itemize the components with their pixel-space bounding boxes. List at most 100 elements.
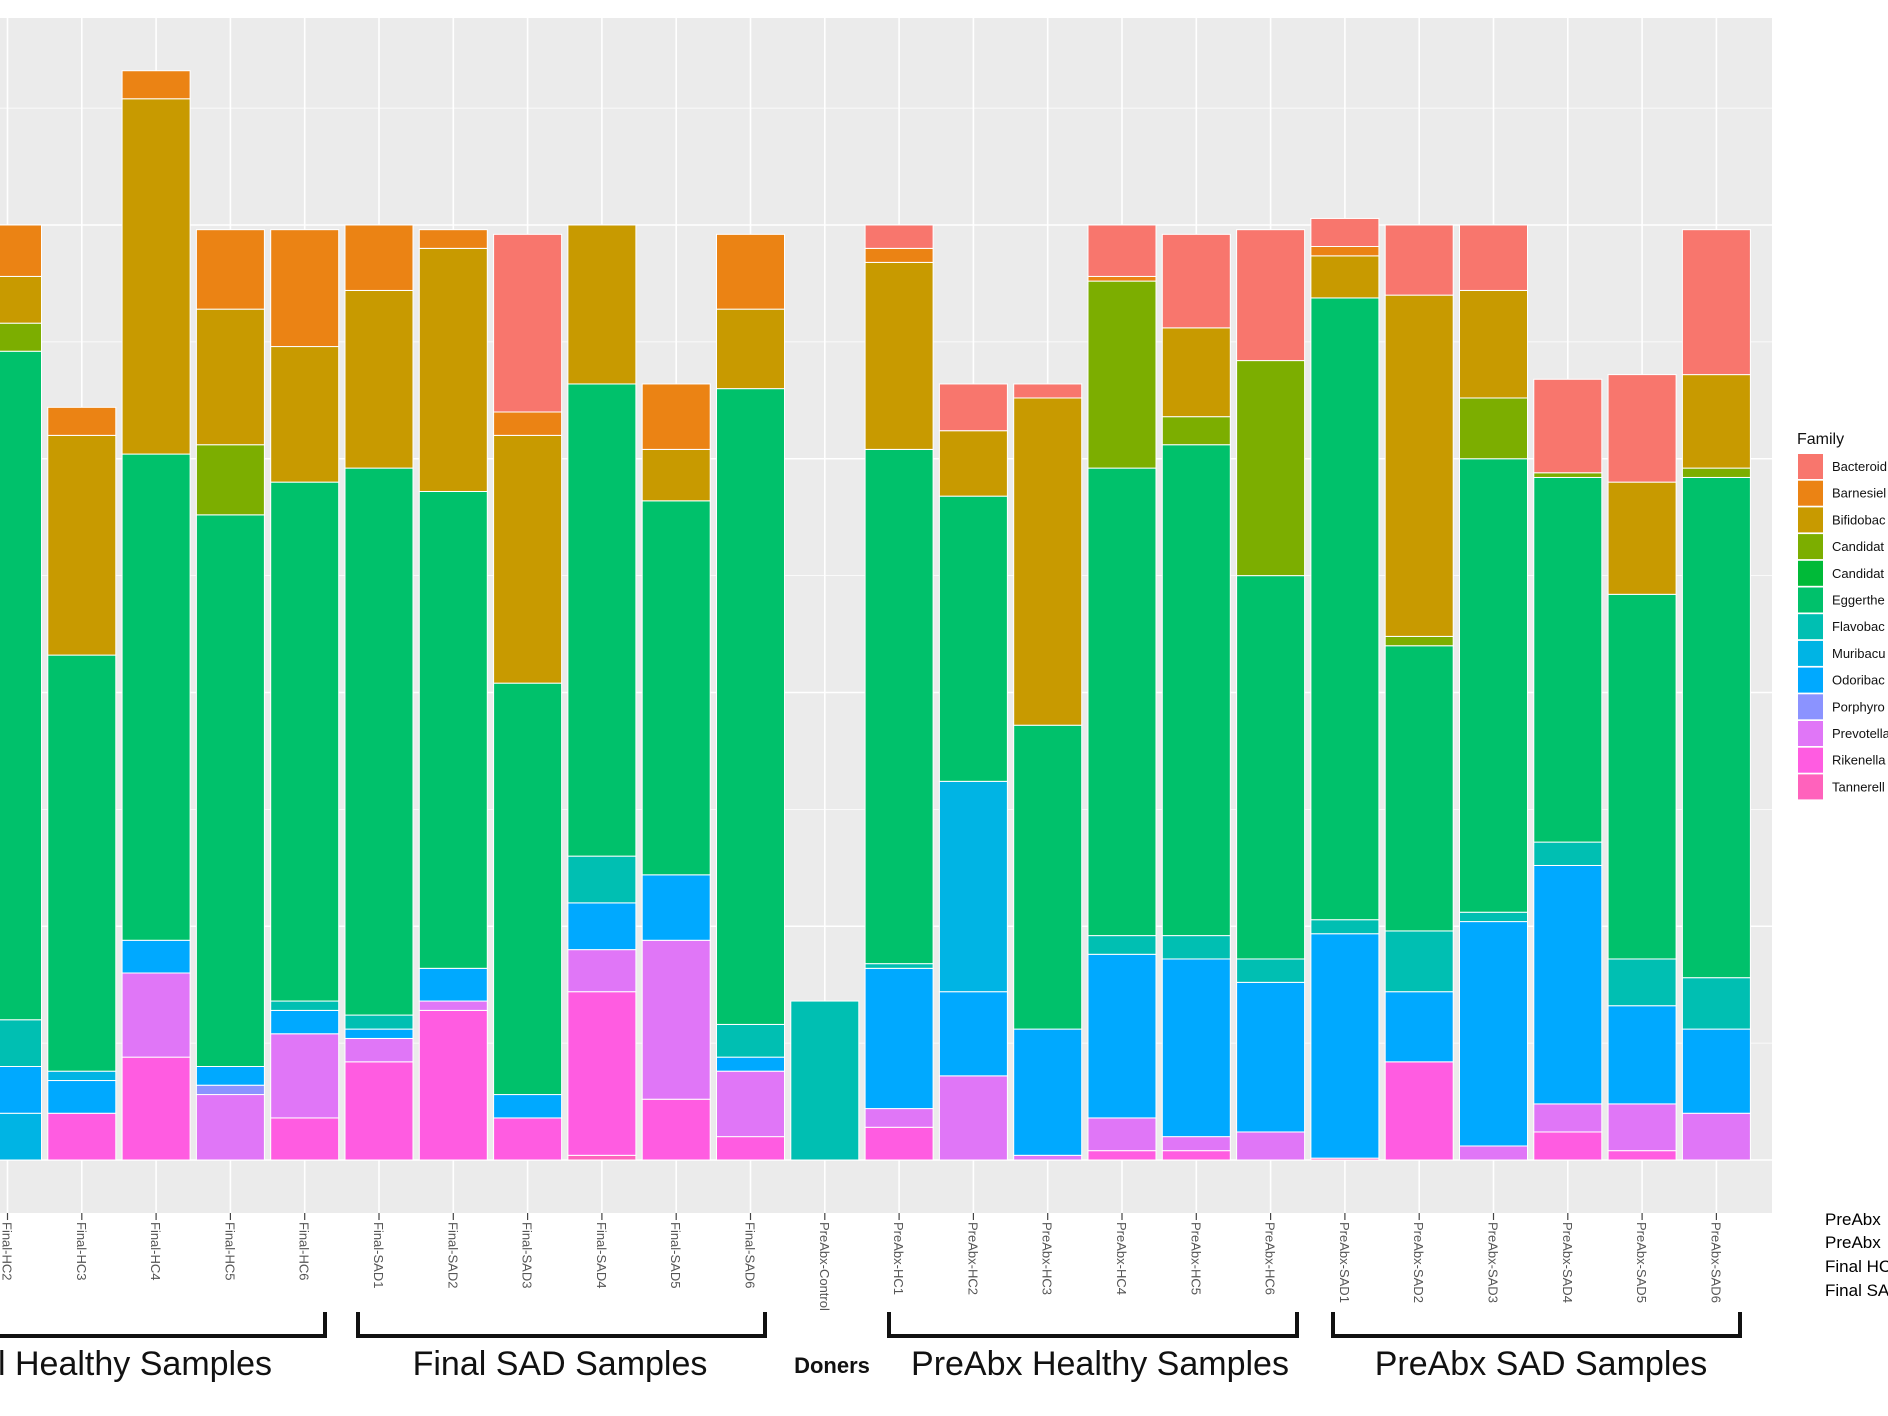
bar-segment — [493, 434, 563, 684]
bar-segment — [716, 308, 785, 390]
legend-swatch — [1798, 480, 1823, 506]
x-tick-label: Final-SAD5 — [668, 1222, 683, 1288]
bar-segment — [1459, 397, 1528, 460]
bar-segment — [270, 1117, 340, 1161]
x-tick-label: Final-SAD1 — [371, 1222, 386, 1288]
bar-segment — [938, 991, 1008, 1077]
side-note: Final HC — [1825, 1257, 1888, 1276]
legend-label: Flavobac — [1832, 619, 1885, 634]
bar-segment — [121, 98, 191, 455]
bar-segment — [1681, 476, 1751, 979]
bar-segment — [716, 388, 785, 1025]
bar-segment — [641, 874, 711, 941]
bar-segment — [641, 500, 711, 876]
bar-segment — [567, 1154, 637, 1161]
bar-segment — [864, 247, 934, 263]
bar-segment — [1607, 958, 1677, 1007]
bar-segment — [1384, 1061, 1454, 1161]
bar-segment — [0, 1066, 42, 1114]
bar-segment — [1533, 841, 1603, 866]
bar-segment — [938, 383, 1008, 432]
side-note: Final SA — [1825, 1281, 1888, 1300]
bar-segment — [1087, 1150, 1157, 1161]
group-label: Final SAD Samples — [413, 1345, 708, 1383]
bar-segment — [1384, 294, 1454, 637]
bar-segment — [344, 224, 414, 291]
legend-swatch — [1798, 774, 1823, 800]
legend-swatch — [1798, 454, 1823, 479]
bar-segment — [270, 229, 340, 348]
bar-segment — [1384, 224, 1454, 296]
bar-segment — [270, 481, 340, 1002]
bar-segment — [641, 448, 711, 502]
bar-segment — [195, 514, 265, 1067]
legend-swatch — [1798, 614, 1823, 640]
bar-segment — [567, 902, 637, 951]
bar-segment — [1681, 229, 1751, 376]
legend: Family Bacteroid Barnesiel Bifidobac Candid… — [1797, 431, 1888, 800]
bar-segment — [195, 444, 265, 516]
legend-label: Muribacu — [1832, 646, 1885, 661]
group-label: PreAbx Healthy Samples — [911, 1345, 1289, 1383]
bar-segment — [418, 1009, 488, 1161]
bar-segment — [567, 383, 637, 857]
bar-segment — [0, 350, 42, 1021]
bar-segment — [0, 224, 42, 277]
group-bracket — [0, 1312, 327, 1338]
bar-segment — [270, 1000, 340, 1011]
x-tick-label: PreAbx-HC2 — [965, 1222, 980, 1295]
x-tick-label: Final-SAD6 — [743, 1222, 758, 1288]
bar-segment — [1384, 645, 1454, 932]
bar-segment — [1459, 224, 1528, 291]
bar-segment — [1236, 575, 1306, 960]
x-tick-label: Final-SAD2 — [445, 1222, 460, 1288]
legend-title: Family — [1797, 431, 1844, 448]
bar-segment — [121, 939, 191, 974]
legend-items: Bacteroid Barnesiel Bifidobac Candidat Candi… — [1798, 454, 1888, 800]
bar-segment — [1681, 977, 1751, 1030]
bar-segment — [1384, 635, 1454, 647]
x-tick-label: PreAbx-SAD5 — [1634, 1222, 1649, 1303]
bar-segment — [1013, 1154, 1083, 1161]
bar-segment — [1310, 255, 1380, 299]
bar-segment — [716, 1136, 785, 1161]
side-notes: PreAbx PreAbx Final HC Final SA — [1825, 1210, 1888, 1300]
x-tick-label: PreAbx-HC4 — [1114, 1222, 1129, 1295]
bar-segment — [1087, 275, 1157, 282]
bar-segment — [1384, 930, 1454, 993]
bar-segment — [716, 1023, 785, 1058]
bar-segment — [864, 261, 934, 450]
bar-segment — [270, 1033, 340, 1119]
bar-segment — [641, 939, 711, 1100]
bar-segment — [1161, 444, 1231, 937]
legend-swatch — [1798, 721, 1823, 746]
side-note: PreAbx — [1825, 1210, 1881, 1229]
bar-segment — [1236, 1131, 1306, 1161]
bar-segment — [121, 972, 191, 1058]
bar-segment — [47, 1080, 117, 1114]
bar-segment — [938, 1075, 1008, 1161]
bar-segment — [1607, 1103, 1677, 1152]
bar-segment — [1087, 953, 1157, 1119]
bar-segment — [864, 224, 934, 249]
bar-segment — [1533, 476, 1603, 843]
x-axis-ticks: Final-HC2 Final-HC3 Final-HC4 Final-HC5 Fina… — [0, 1213, 1723, 1311]
bar-segment — [270, 1009, 340, 1035]
bar-segment — [567, 949, 637, 993]
x-tick-label: Final-HC3 — [74, 1222, 89, 1281]
bar-segment — [418, 229, 488, 249]
bar-segment — [1161, 958, 1231, 1138]
bar-segment — [1607, 481, 1677, 595]
legend-label: Eggerthe — [1832, 593, 1885, 608]
legend-swatch — [1798, 534, 1823, 560]
bar-segment — [1161, 1150, 1231, 1161]
bar-segment — [121, 453, 191, 941]
bar-segment — [1013, 383, 1083, 399]
bars — [0, 70, 1751, 1161]
bar-segment — [864, 967, 934, 1110]
x-tick-label: Final-HC5 — [222, 1222, 237, 1281]
bar-segment — [493, 682, 563, 1096]
bar-segment — [716, 1070, 785, 1138]
bar-segment — [1087, 224, 1157, 277]
